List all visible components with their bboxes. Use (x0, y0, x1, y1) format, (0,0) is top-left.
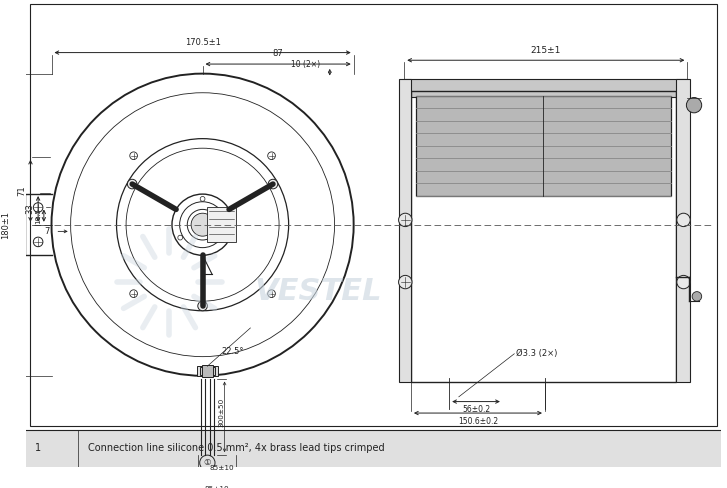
Text: 10 (2×): 10 (2×) (292, 60, 321, 69)
Circle shape (127, 179, 137, 189)
Text: 150.6±0.2: 150.6±0.2 (458, 417, 498, 426)
Text: Connection line silicone 0.5 mm², 4x brass lead tips crimped: Connection line silicone 0.5 mm², 4x bra… (88, 444, 385, 453)
Circle shape (268, 179, 278, 189)
Text: 215±1: 215±1 (531, 45, 561, 55)
Circle shape (686, 98, 702, 113)
Text: 22.5°: 22.5° (222, 347, 244, 356)
Circle shape (398, 275, 412, 289)
Text: 56±0.2: 56±0.2 (462, 406, 490, 414)
Circle shape (198, 301, 207, 311)
Text: 19.5: 19.5 (35, 207, 41, 224)
Circle shape (677, 275, 690, 289)
Bar (411, 91, 676, 383)
Bar (416, 96, 671, 196)
Text: 87: 87 (273, 49, 284, 59)
Circle shape (692, 292, 702, 301)
Text: 1: 1 (35, 444, 41, 453)
Circle shape (677, 213, 690, 226)
Bar (201, 365, 213, 377)
Bar (200, 367, 215, 375)
Text: 85±10: 85±10 (204, 486, 229, 488)
Bar (398, 80, 411, 383)
Bar (404, 80, 687, 97)
Bar (197, 366, 218, 376)
Text: 85±10: 85±10 (209, 465, 234, 471)
Text: Ø3.3 (2×): Ø3.3 (2×) (516, 349, 558, 358)
Bar (416, 96, 671, 196)
Circle shape (398, 213, 412, 226)
Text: 71: 71 (17, 185, 27, 196)
Text: VESTEL: VESTEL (255, 277, 382, 306)
Text: 180±1: 180±1 (1, 211, 10, 239)
Bar (207, 207, 236, 242)
Text: 33: 33 (25, 203, 34, 214)
Bar (676, 80, 690, 383)
Circle shape (191, 213, 214, 236)
Text: 300±50: 300±50 (219, 397, 225, 427)
Bar (25, 430, 720, 467)
Text: ①: ① (204, 458, 211, 468)
Text: 170.5±1: 170.5±1 (185, 38, 220, 47)
Text: 7: 7 (44, 227, 49, 236)
